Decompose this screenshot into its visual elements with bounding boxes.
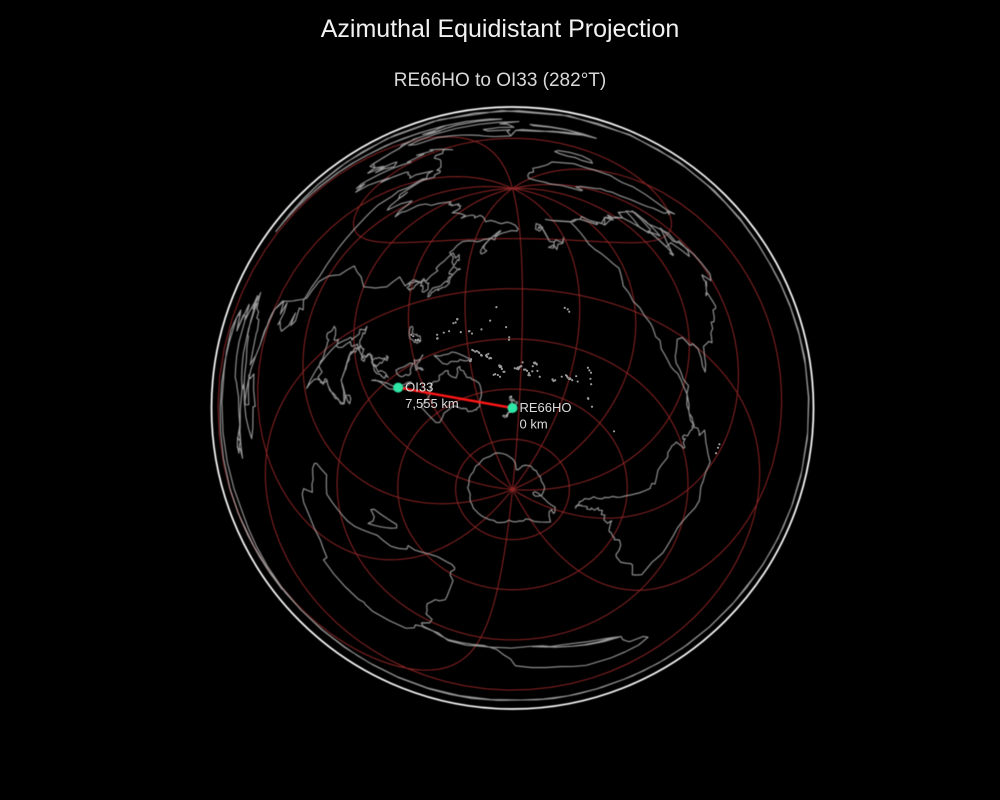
svg-text:OI337,555 km: OI33 7,555 km	[405, 380, 458, 411]
svg-text:RE66HO0 km: RE66HO 0 km	[520, 400, 572, 431]
